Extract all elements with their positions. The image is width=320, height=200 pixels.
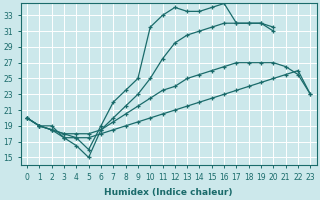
X-axis label: Humidex (Indice chaleur): Humidex (Indice chaleur) <box>104 188 233 197</box>
